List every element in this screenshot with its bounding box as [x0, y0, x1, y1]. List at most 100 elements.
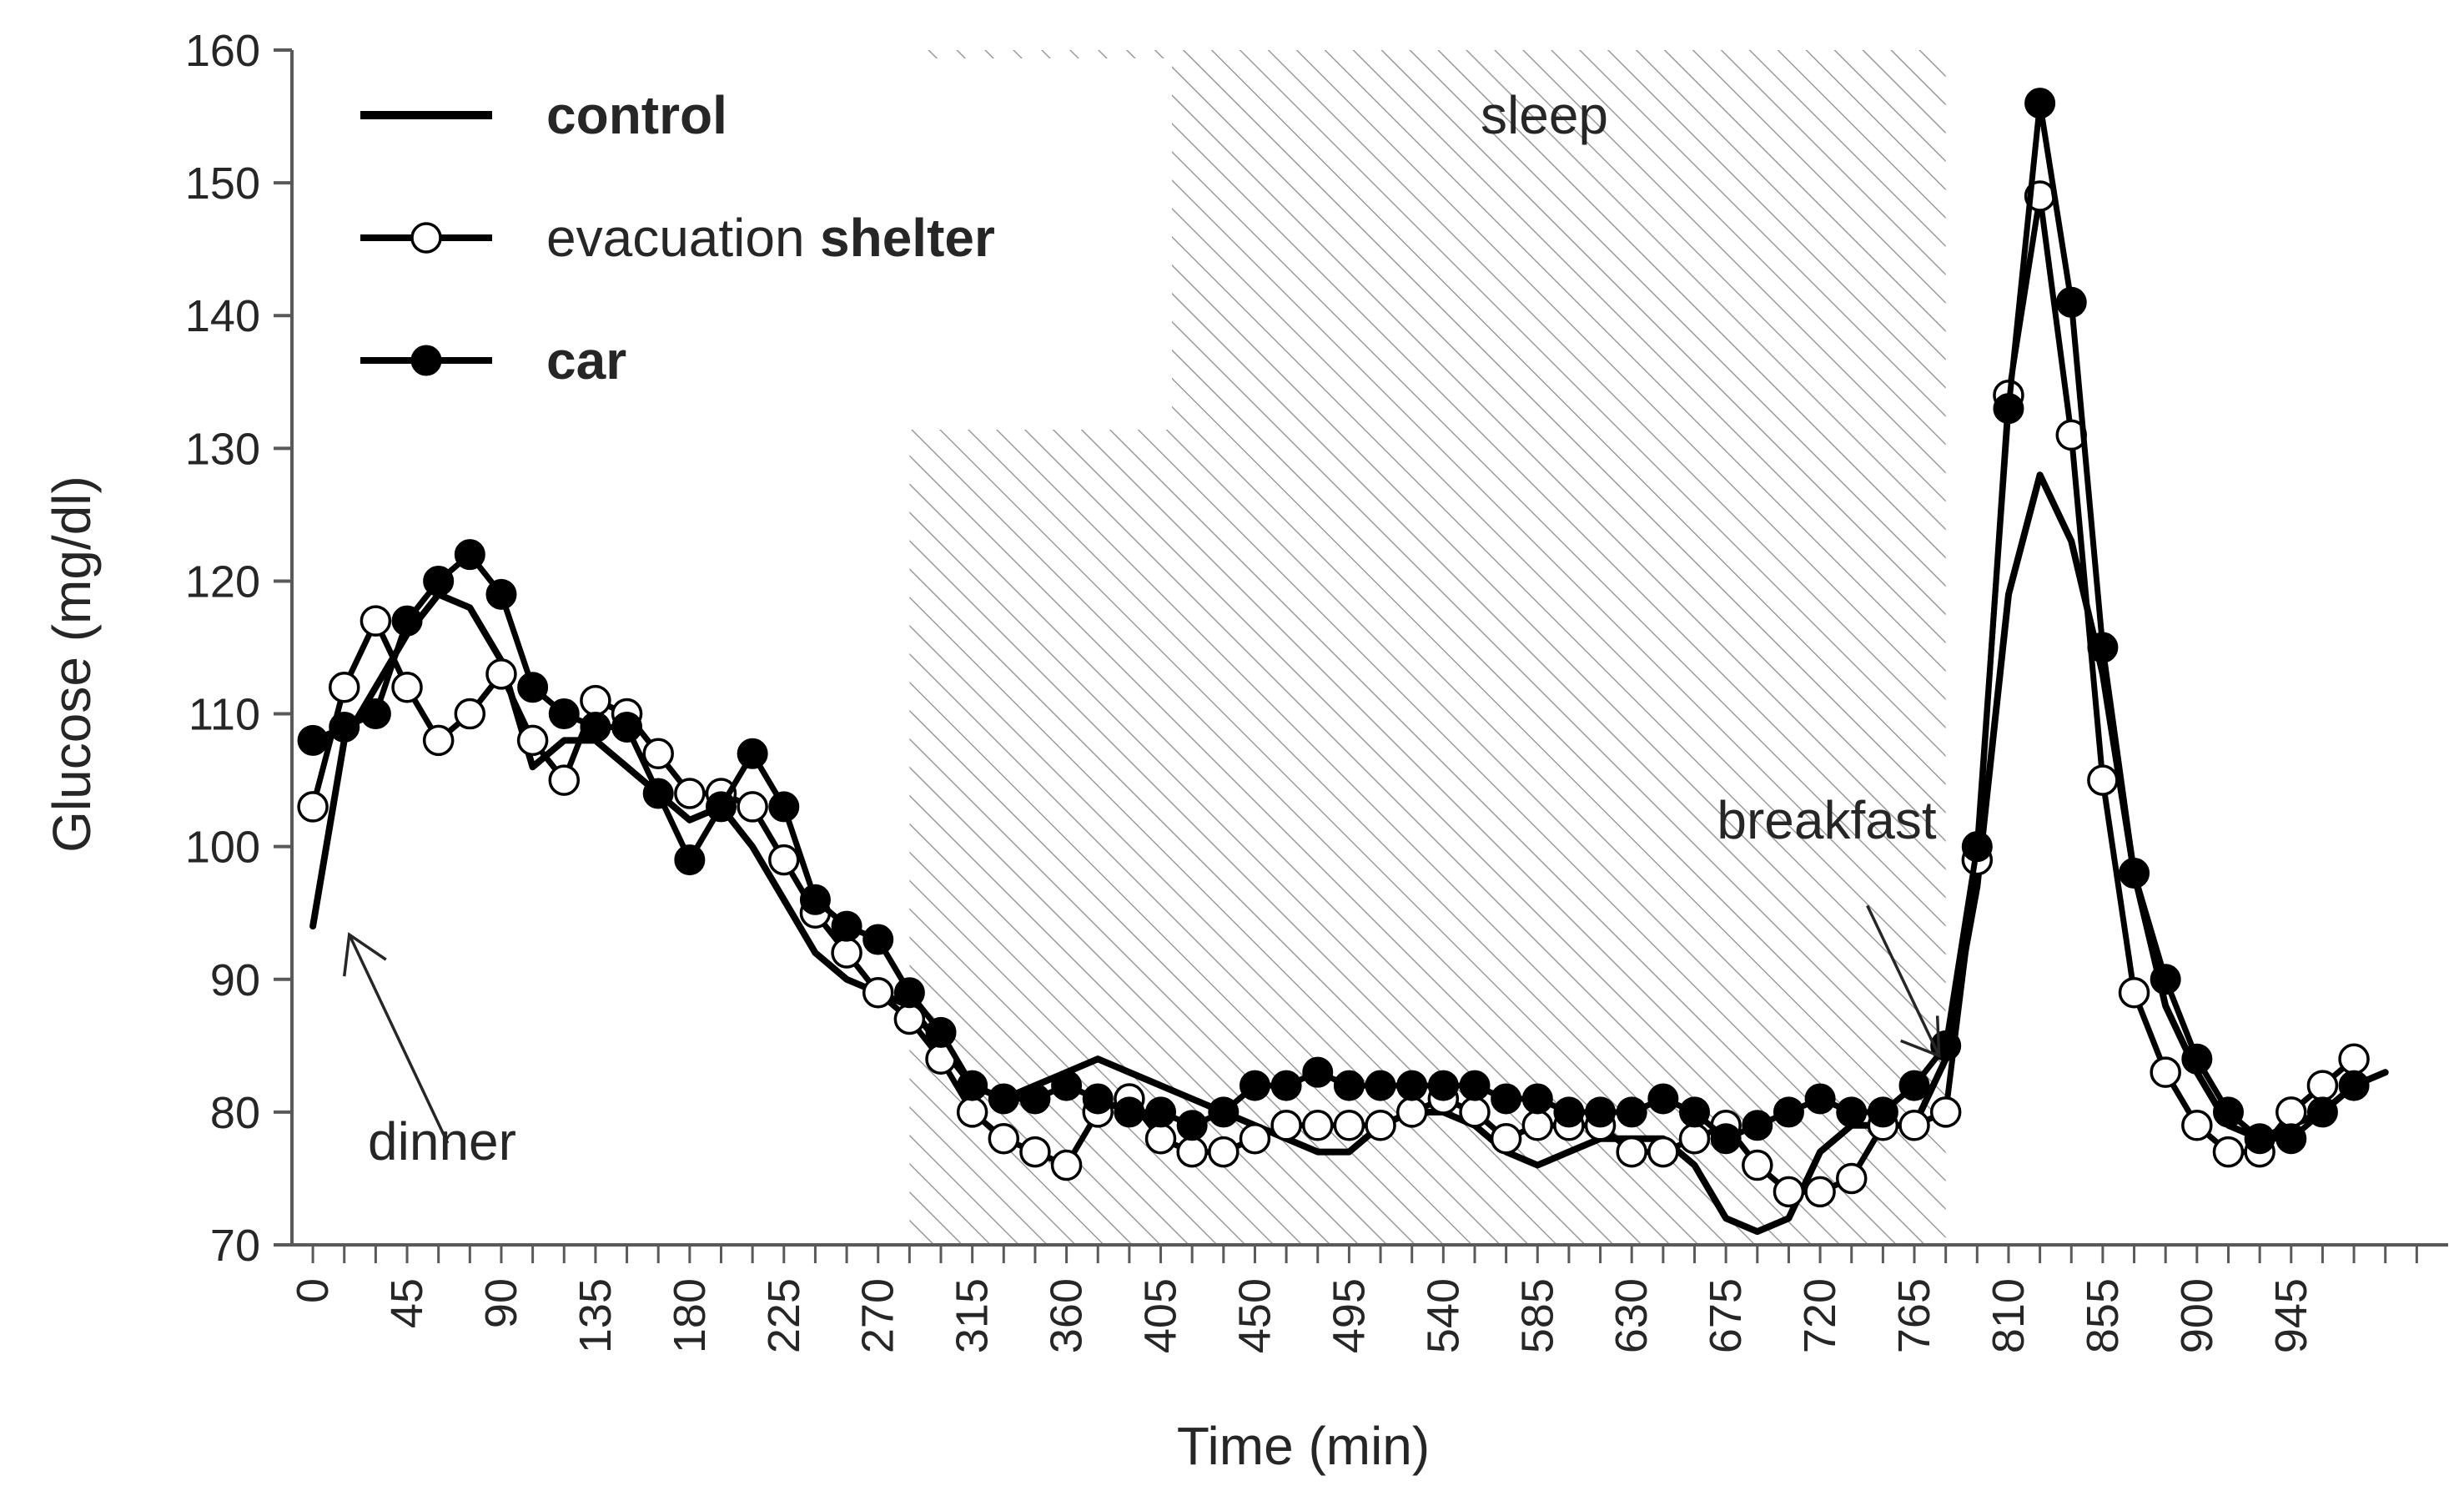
legend-background: [338, 58, 1172, 430]
x-tick-label: 0: [288, 1278, 338, 1303]
data-point-car: [329, 711, 360, 743]
data-point-car: [1396, 1070, 1428, 1101]
data-point-car: [1961, 831, 1993, 863]
data-point-car: [768, 791, 800, 823]
x-tick-label: 180: [665, 1278, 715, 1353]
data-point-car: [611, 711, 643, 743]
x-tick-label: 360: [1042, 1278, 1092, 1353]
y-axis-ticks: 70 80 90 100 110 120 130 140 150 160: [185, 26, 292, 1271]
y-tick-label: 150: [185, 159, 260, 209]
data-point-car: [485, 578, 517, 610]
x-tick-label: 900: [2172, 1278, 2222, 1353]
x-tick-label: 540: [1418, 1278, 1468, 1353]
series-car: [297, 88, 2370, 1155]
data-point-evacuation-shelter: [1333, 1110, 1365, 1141]
legend-label-evacuation: evacuation: [546, 208, 805, 268]
data-point-car: [737, 738, 768, 769]
data-point-evacuation-shelter: [1490, 1122, 1522, 1155]
data-point-car: [1082, 1083, 1114, 1115]
data-point-car: [925, 1016, 957, 1048]
data-point-evacuation-shelter: [391, 671, 423, 703]
data-point-car: [1521, 1083, 1553, 1115]
x-axis-ticks: 0 45 90 135 180 225 270 315 360 405 450 495 540 585 63…: [288, 1245, 2418, 1353]
data-point-car: [1867, 1096, 1898, 1128]
x-tick-label: 855: [2078, 1278, 2128, 1353]
data-point-car: [1553, 1096, 1585, 1128]
data-point-evacuation-shelter: [1176, 1136, 1208, 1168]
x-tick-label: 585: [1512, 1278, 1562, 1353]
data-point-car: [1585, 1096, 1617, 1128]
data-point-car: [1898, 1070, 1930, 1101]
data-point-car: [2055, 286, 2087, 318]
x-tick-label: 405: [1136, 1278, 1186, 1353]
data-point-evacuation-shelter: [1742, 1149, 1773, 1181]
legend-label-car: car: [546, 330, 626, 390]
y-tick-label: 100: [185, 823, 260, 873]
data-point-car: [705, 791, 737, 823]
x-tick-label: 270: [853, 1278, 903, 1353]
data-point-car: [2087, 632, 2119, 663]
legend-label-evacuation-shelter: evacuation shelter: [546, 208, 995, 268]
data-point-evacuation-shelter: [1521, 1110, 1554, 1141]
x-tick-label: 315: [948, 1278, 998, 1353]
data-point-car: [1616, 1096, 1647, 1128]
legend: control evacuation shelter car: [338, 58, 1172, 430]
series-evacuation-shelter: [297, 180, 2370, 1208]
data-point-evacuation-shelter: [422, 724, 455, 757]
data-point-evacuation-shelter: [1144, 1122, 1177, 1155]
data-point-car: [2119, 857, 2150, 889]
data-point-car: [454, 539, 485, 571]
x-tick-label: 630: [1607, 1278, 1657, 1353]
x-tick-label: 45: [382, 1278, 432, 1328]
data-point-car: [1019, 1083, 1051, 1115]
legend-label-shelter: shelter: [820, 208, 995, 268]
data-point-evacuation-shelter: [2181, 1110, 2213, 1141]
data-point-car: [517, 672, 549, 703]
data-point-car: [957, 1070, 988, 1101]
data-point-car: [1239, 1070, 1270, 1101]
data-point-evacuation-shelter: [1647, 1136, 1679, 1168]
data-point-car: [2181, 1043, 2213, 1075]
breakfast-label: breakfast: [1717, 790, 1936, 850]
data-point-car: [360, 698, 391, 730]
data-point-evacuation-shelter: [2212, 1136, 2245, 1168]
data-point-car: [580, 711, 611, 743]
x-tick-label: 135: [571, 1278, 621, 1353]
data-point-evacuation-shelter: [485, 658, 517, 690]
x-tick-label: 225: [759, 1278, 809, 1353]
data-point-car: [1176, 1110, 1208, 1141]
y-tick-label: 90: [210, 955, 260, 1005]
data-point-evacuation-shelter: [1270, 1110, 1302, 1141]
data-point-car: [1647, 1083, 1679, 1115]
y-tick-label: 140: [185, 291, 260, 341]
data-point-evacuation-shelter: [1365, 1110, 1396, 1141]
y-tick-label: 160: [185, 26, 260, 76]
data-point-evacuation-shelter: [1395, 1096, 1428, 1128]
data-point-car: [1742, 1110, 1773, 1141]
data-point-evacuation-shelter: [737, 791, 768, 823]
data-point-evacuation-shelter: [1019, 1136, 1051, 1168]
data-point-evacuation-shelter: [2087, 764, 2119, 796]
data-point-car: [1208, 1096, 1240, 1128]
data-point-evacuation-shelter: [1050, 1149, 1083, 1181]
data-point-car: [862, 924, 894, 955]
data-point-evacuation-shelter: [328, 671, 360, 703]
y-tick-label: 110: [189, 690, 260, 740]
y-tick-label: 120: [185, 557, 260, 607]
data-point-car: [1804, 1083, 1836, 1115]
y-tick-label: 130: [185, 424, 260, 474]
y-axis-title: Glucose (mg/dl): [42, 476, 102, 853]
series-layer: [297, 88, 2389, 1236]
x-tick-label: 450: [1229, 1278, 1280, 1353]
data-point-evacuation-shelter: [548, 764, 581, 796]
data-point-evacuation-shelter: [1239, 1122, 1271, 1155]
data-point-evacuation-shelter: [1459, 1096, 1491, 1128]
data-point-car: [1679, 1096, 1711, 1128]
data-point-car: [2338, 1070, 2370, 1101]
data-point-evacuation-shelter: [1616, 1136, 1647, 1168]
data-point-car: [2306, 1096, 2338, 1128]
data-point-evacuation-shelter: [862, 976, 894, 1009]
data-point-car: [548, 698, 580, 730]
x-tick-label: 675: [1701, 1278, 1751, 1353]
x-tick-label: 765: [1889, 1278, 1939, 1353]
